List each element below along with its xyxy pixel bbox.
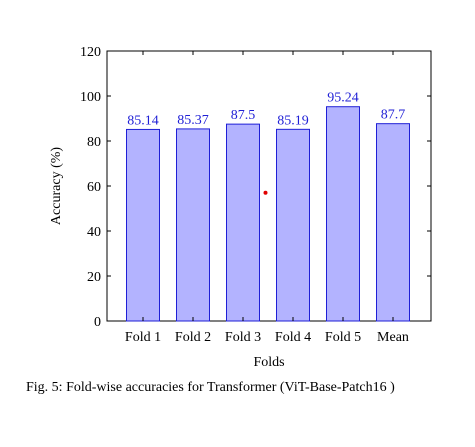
bar-mean: [376, 123, 410, 322]
bar-fold-1: [126, 128, 160, 322]
data-label: 87.5: [231, 108, 256, 123]
red-point-marker: [263, 190, 268, 195]
x-tick-label: Mean: [377, 330, 409, 345]
bar-fold-4: [276, 128, 310, 322]
bar-fold-2: [176, 128, 210, 322]
y-tick-label: 60: [87, 180, 101, 195]
bar-chart: 85.14 85.37 87.5 85.19 95.24 87.7 0 20 40 60 80 10…: [49, 45, 432, 370]
y-tick-label: 100: [80, 90, 101, 105]
y-tick-label: 0: [94, 315, 101, 330]
y-tick-label: 40: [87, 225, 101, 240]
bars-layer: [126, 106, 410, 322]
x-tick-label: Fold 4: [275, 330, 311, 345]
bar-fold-5: [326, 106, 360, 322]
bar-fold-3: [226, 123, 260, 322]
data-label: 95.24: [327, 91, 359, 106]
data-label: 85.37: [177, 113, 209, 128]
data-label: 85.19: [277, 113, 309, 128]
data-label: 87.7: [381, 108, 406, 123]
y-tick-label: 20: [87, 270, 101, 285]
x-axis-title: Folds: [253, 355, 284, 370]
x-axis: Fold 1 Fold 2 Fold 3 Fold 4 Fold 5 Mean: [125, 51, 409, 345]
figure-caption: Fig. 5: Fold-wise accuracies for Transfo…: [26, 380, 395, 395]
y-axis: 0 20 40 60 80 100 120: [80, 45, 431, 330]
y-tick-label: 120: [80, 45, 101, 60]
data-labels-layer: 85.14 85.37 87.5 85.19 95.24 87.7: [127, 91, 405, 129]
y-tick-label: 80: [87, 135, 101, 150]
annotations-layer: [263, 190, 268, 195]
x-tick-label: Fold 5: [325, 330, 361, 345]
x-tick-label: Fold 2: [175, 330, 211, 345]
y-axis-title: Accuracy (%): [49, 147, 64, 225]
x-tick-label: Fold 3: [225, 330, 261, 345]
data-label: 85.14: [127, 113, 159, 128]
x-tick-label: Fold 1: [125, 330, 161, 345]
